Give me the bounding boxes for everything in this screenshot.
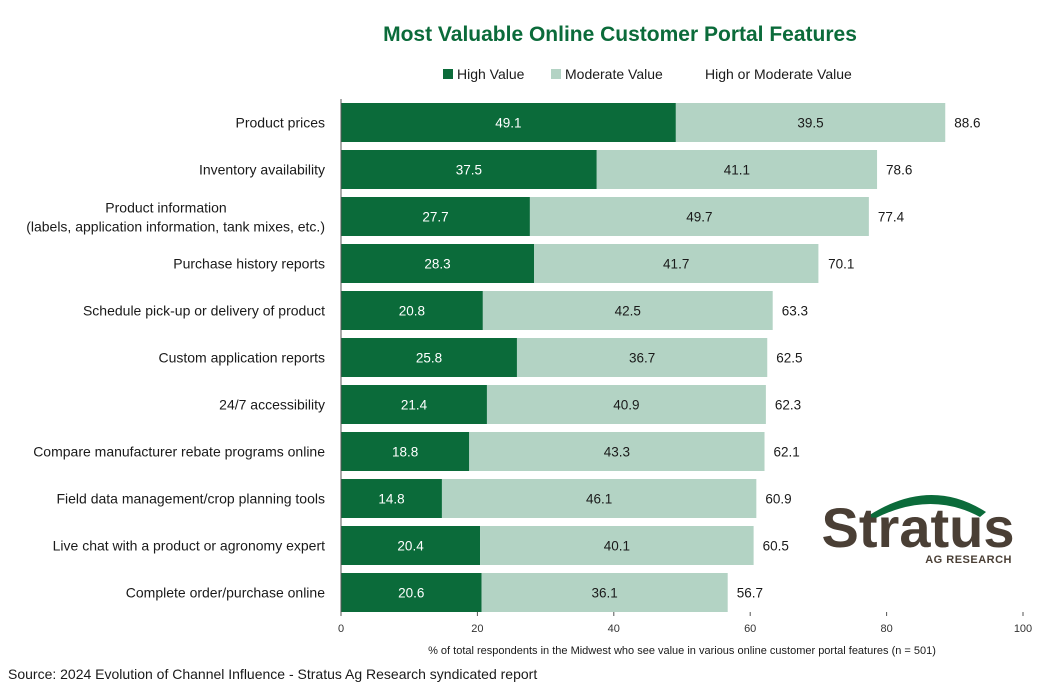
data-label-total: 62.3 <box>775 398 801 413</box>
logo-wordmark: Stratus <box>822 496 1015 559</box>
bar-moderate-value <box>469 432 765 471</box>
data-label-moderate: 43.3 <box>604 445 630 460</box>
category-label: Compare manufacturer rebate programs onl… <box>33 444 325 460</box>
category-label: Field data management/crop planning tool… <box>56 491 325 507</box>
data-label-high: 49.1 <box>495 116 521 131</box>
data-label-high: 37.5 <box>456 163 482 178</box>
data-label-moderate: 36.1 <box>591 586 617 601</box>
x-tick-label: 100 <box>1014 623 1032 635</box>
data-label-total: 77.4 <box>878 210 905 225</box>
x-tick-label: 60 <box>744 623 756 635</box>
logo-arc-icon <box>868 494 986 519</box>
legend-label-total: High or Moderate Value <box>705 66 852 82</box>
data-label-high: 27.7 <box>422 210 448 225</box>
bar-moderate-value <box>480 526 754 565</box>
source-note: Source: 2024 Evolution of Channel Influe… <box>8 666 537 682</box>
data-label-total: 62.5 <box>776 351 802 366</box>
data-label-moderate: 41.7 <box>663 257 689 272</box>
category-label: (labels, application information, tank m… <box>26 219 325 235</box>
data-label-high: 14.8 <box>378 492 404 507</box>
x-tick-label: 20 <box>471 623 483 635</box>
data-label-moderate: 41.1 <box>724 163 750 178</box>
chart-title: Most Valuable Online Customer Portal Fea… <box>383 23 857 46</box>
logo-tagline: AG RESEARCH <box>925 554 1012 566</box>
bar-high-value <box>341 573 482 612</box>
data-label-high: 20.4 <box>397 539 424 554</box>
x-axis-label: % of total respondents in the Midwest wh… <box>428 645 936 657</box>
data-label-moderate: 49.7 <box>686 210 712 225</box>
bar-moderate-value <box>441 479 757 518</box>
bars-group: 49.1 39.5 88.6 37.5 41.1 78.6 27.7 49.7 77.4 28.3… <box>341 103 981 612</box>
x-axis: 0 20 40 60 80 100 <box>338 99 1032 635</box>
x-tick-label: 40 <box>608 623 620 635</box>
data-label-high: 25.8 <box>416 351 442 366</box>
data-label-high: 20.6 <box>398 586 424 601</box>
bar-high-value <box>341 479 442 518</box>
category-label: Purchase history reports <box>173 256 325 272</box>
data-label-total: 78.6 <box>886 163 912 178</box>
bar-high-value <box>341 432 470 471</box>
data-label-total: 60.5 <box>763 539 789 554</box>
bar-high-value <box>341 197 530 236</box>
data-label-high: 18.8 <box>392 445 418 460</box>
bar-high-value <box>341 526 481 565</box>
bar-high-value <box>341 103 676 142</box>
x-tick-label: 80 <box>880 623 892 635</box>
data-label-moderate: 36.7 <box>629 351 655 366</box>
legend-swatch-high <box>443 69 453 79</box>
category-label: 24/7 accessibility <box>219 397 325 413</box>
data-label-total: 62.1 <box>774 445 800 460</box>
data-label-moderate: 40.9 <box>613 398 639 413</box>
data-label-moderate: 46.1 <box>586 492 612 507</box>
data-label-total: 56.7 <box>737 586 763 601</box>
legend-swatch-moderate <box>551 69 561 79</box>
data-label-moderate: 40.1 <box>604 539 630 554</box>
bar-moderate-value <box>481 573 728 612</box>
bar-moderate-value <box>529 197 869 236</box>
stratus-logo: Stratus AG RESEARCH <box>822 494 1015 566</box>
category-label: Live chat with a product or agronomy exp… <box>53 538 325 554</box>
bar-high-value <box>341 291 483 330</box>
data-label-moderate: 42.5 <box>615 304 641 319</box>
bar-high-value <box>341 338 517 377</box>
data-label-high: 21.4 <box>401 398 428 413</box>
bar-moderate-value <box>534 244 819 283</box>
bar-moderate-value <box>516 338 768 377</box>
data-label-total: 70.1 <box>828 257 854 272</box>
legend-label-high: High Value <box>457 66 525 82</box>
data-label-total: 60.9 <box>765 492 791 507</box>
category-label: Product information <box>105 200 226 216</box>
data-label-total: 88.6 <box>954 116 980 131</box>
category-labels: Product prices Inventory availability Prod… <box>26 115 325 601</box>
bar-moderate-value <box>675 103 946 142</box>
bar-high-value <box>341 385 487 424</box>
bar-high-value <box>341 244 535 283</box>
data-label-moderate: 39.5 <box>797 116 823 131</box>
category-label: Product prices <box>236 115 325 131</box>
legend-label-moderate: Moderate Value <box>565 66 663 82</box>
data-label-total: 63.3 <box>782 304 808 319</box>
legend: High Value Moderate Value High or Moderate… <box>443 66 852 82</box>
bar-moderate-value <box>482 291 773 330</box>
category-label: Inventory availability <box>199 162 325 178</box>
data-label-high: 28.3 <box>424 257 450 272</box>
x-tick-label: 0 <box>338 623 344 635</box>
category-label: Schedule pick-up or delivery of product <box>83 303 325 319</box>
bar-moderate-value <box>596 150 878 189</box>
category-label: Complete order/purchase online <box>126 585 325 601</box>
category-label: Custom application reports <box>158 350 325 366</box>
data-label-high: 20.8 <box>399 304 425 319</box>
bar-moderate-value <box>486 385 766 424</box>
bar-high-value <box>341 150 597 189</box>
